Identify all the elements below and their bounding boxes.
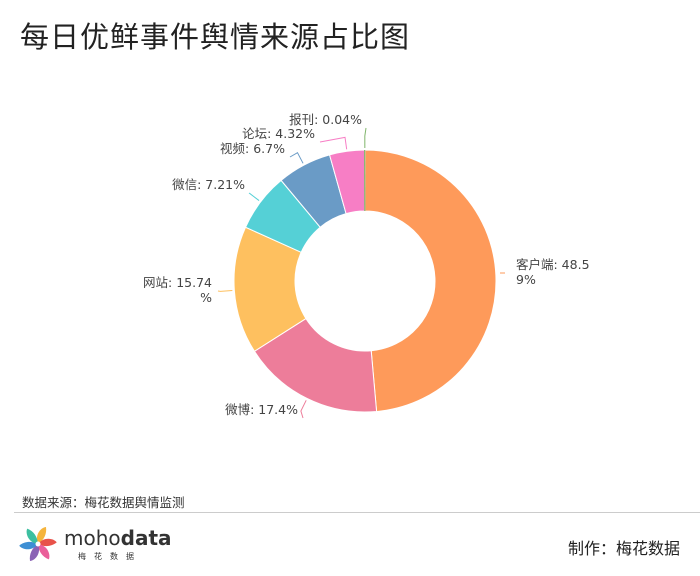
brand-subtitle: 梅花数据 [78, 552, 142, 561]
leader-line-4 [289, 151, 304, 164]
slice-label-0: 客户端: 48.5 9% [516, 257, 590, 287]
brand-part1: moho [64, 526, 121, 550]
slice-0 [364, 149, 497, 413]
slice-1 [253, 317, 378, 413]
slice-label-2: 网站: 15.74% [143, 275, 212, 305]
leader-line-2 [217, 290, 233, 292]
brand-wordmark: mohodata 梅花数据 [64, 528, 172, 562]
leader-line-5 [319, 136, 348, 150]
slice-label-4: 视频: 6.7% [220, 141, 285, 156]
slice-label-6: 报刊: 0.04% [289, 112, 362, 127]
chart-title: 每日优鲜事件舆情来源占比图 [20, 20, 411, 54]
footer-divider [14, 512, 700, 513]
leader-line-3 [248, 192, 260, 201]
slice-label-5: 论坛: 4.32% [242, 126, 315, 141]
slice-label-3: 微信: 7.21% [172, 177, 245, 192]
maker-credit: 制作：梅花数据 [567, 539, 680, 558]
donut-chart: 客户端: 48.5 9% 微博: 17.4% 网站: 15.74 % 微信: 7.21% 视… [143, 112, 590, 419]
leader-line-1 [300, 400, 307, 419]
data-source-note: 数据来源：梅花数据舆情监测 [22, 495, 185, 510]
slice-label-1: 微博: 17.4% [225, 402, 298, 417]
mohodata-logo-icon [19, 527, 57, 561]
brand-part2: data [120, 526, 172, 550]
leader-line-6 [364, 127, 367, 149]
